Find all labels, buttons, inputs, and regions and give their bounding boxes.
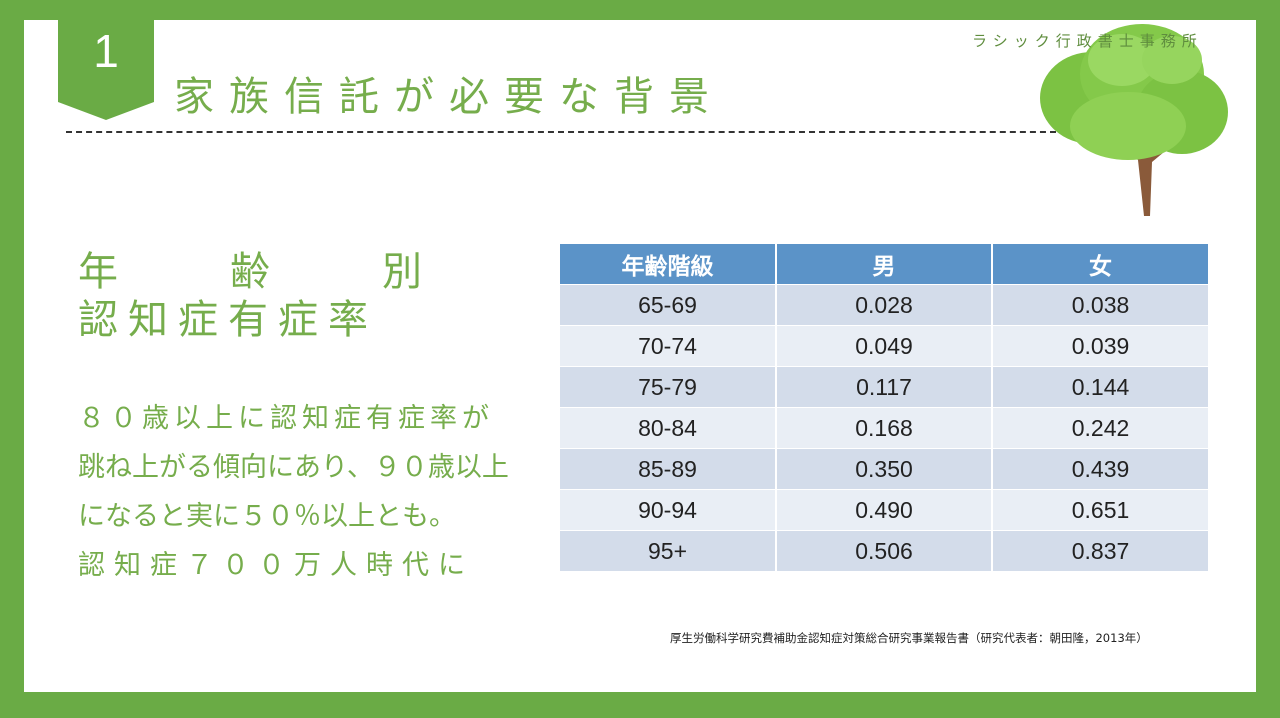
table-row: 75-79 0.117 0.144 — [560, 366, 1208, 408]
pentagon-badge-icon — [58, 20, 154, 120]
female-cell: 0.242 — [991, 407, 1208, 449]
female-cell: 0.039 — [991, 325, 1208, 367]
heading-char: 年 — [78, 249, 118, 295]
table-row: 95+ 0.506 0.837 — [560, 530, 1208, 571]
description-text: ８０歳以上に認知症有症率が 跳ね上がる傾向にあり、９０歳以上 になると実に５０％… — [78, 394, 528, 590]
age-cell: 65-69 — [560, 284, 776, 326]
dementia-rate-table: 年齢階級 男 女 65-69 0.028 0.038 70-74 0.049 0… — [560, 244, 1208, 571]
table-row: 85-89 0.350 0.439 — [560, 448, 1208, 490]
source-citation: 厚生労働科学研究費補助金認知症対策総合研究事業報告書（研究代表者：朝田隆，201… — [670, 631, 1148, 645]
table-row: 65-69 0.028 0.038 — [560, 284, 1208, 326]
table-row: 70-74 0.049 0.039 — [560, 325, 1208, 367]
male-cell: 0.168 — [775, 407, 992, 449]
male-cell: 0.350 — [775, 448, 992, 490]
male-cell: 0.049 — [775, 325, 992, 367]
table-header-row: 年齢階級 男 女 — [560, 244, 1208, 285]
age-cell: 75-79 — [560, 366, 776, 408]
male-cell: 0.028 — [775, 284, 992, 326]
description-line: 認知症７００万人時代に — [78, 550, 474, 581]
female-cell: 0.038 — [991, 284, 1208, 326]
company-name: ラシック行政書士事務所 — [972, 32, 1203, 50]
title-divider — [66, 131, 1056, 133]
heading-char: 別 — [382, 249, 422, 295]
description-line: 跳ね上がる傾向にあり、９０歳以上 — [78, 452, 509, 483]
female-cell: 0.439 — [991, 448, 1208, 490]
slide-number-badge: 1 — [58, 20, 154, 120]
age-cell: 80-84 — [560, 407, 776, 449]
table-row: 90-94 0.490 0.651 — [560, 489, 1208, 531]
description-line: になると実に５０％以上とも。 — [78, 501, 456, 532]
male-cell: 0.117 — [775, 366, 992, 408]
page-title: 家族信託が必要な背景 — [174, 74, 724, 120]
female-cell: 0.651 — [991, 489, 1208, 531]
column-header-male: 男 — [775, 244, 992, 285]
age-cell: 70-74 — [560, 325, 776, 367]
slide-number: 1 — [93, 25, 119, 77]
female-cell: 0.144 — [991, 366, 1208, 408]
age-cell: 85-89 — [560, 448, 776, 490]
age-cell: 95+ — [560, 530, 776, 571]
column-header-age: 年齢階級 — [560, 244, 776, 285]
male-cell: 0.490 — [775, 489, 992, 531]
heading-char: 齢 — [230, 249, 270, 295]
slide: 1 家族信託が必要な背景 ラシック行政書士事務所 年 齢 別 認知症有症率 ８０… — [24, 20, 1256, 692]
female-cell: 0.837 — [991, 530, 1208, 571]
table-row: 80-84 0.168 0.242 — [560, 407, 1208, 449]
male-cell: 0.506 — [775, 530, 992, 571]
description-line: ８０歳以上に認知症有症率が — [78, 403, 494, 434]
tree-icon — [1040, 24, 1228, 216]
age-cell: 90-94 — [560, 489, 776, 531]
column-header-female: 女 — [991, 244, 1208, 285]
heading-line-2: 認知症有症率 — [78, 297, 378, 343]
section-heading: 年 齢 別 認知症有症率 — [78, 248, 422, 344]
